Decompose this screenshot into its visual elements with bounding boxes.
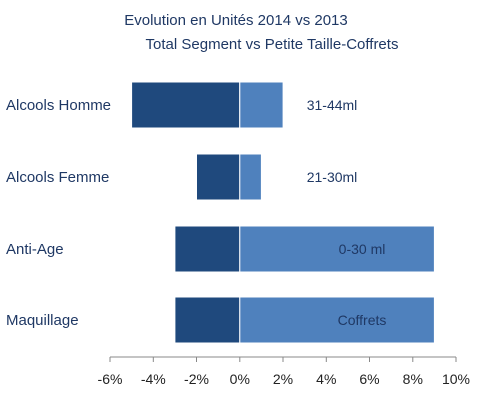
category-label-0: Alcools Homme bbox=[6, 97, 111, 114]
bar-positive-2 bbox=[239, 225, 435, 273]
data-label-0: 31-44ml bbox=[307, 97, 358, 113]
bar-positive-3 bbox=[239, 296, 435, 344]
bar-negative-0 bbox=[131, 81, 241, 129]
bar-negative-1 bbox=[196, 153, 241, 201]
data-label-3: Coffrets bbox=[338, 312, 387, 328]
x-tick-label-1: -4% bbox=[141, 371, 166, 387]
x-tick-label-5: 4% bbox=[316, 371, 336, 387]
x-tick-label-0: -6% bbox=[98, 371, 123, 387]
category-label-1: Alcools Femme bbox=[6, 169, 109, 186]
x-tick-label-3: 0% bbox=[230, 371, 250, 387]
category-label-2: Anti-Age bbox=[6, 241, 64, 258]
chart-title: Evolution en Unités 2014 vs 2013 bbox=[124, 12, 347, 29]
x-tick-label-7: 8% bbox=[403, 371, 423, 387]
data-label-2: 0-30 ml bbox=[339, 241, 386, 257]
data-label-1: 21-30ml bbox=[307, 169, 358, 185]
chart-subtitle: Total Segment vs Petite Taille-Coffrets bbox=[146, 36, 399, 53]
x-tick-label-8: 10% bbox=[442, 371, 470, 387]
x-axis-ticks: -6% -4% -2% 0% 2% 4% 6% 8% 10% bbox=[98, 357, 470, 387]
category-labels: Alcools Homme Alcools Femme Anti-Age Maquil… bbox=[6, 97, 111, 329]
bar-positive-1 bbox=[239, 153, 262, 201]
x-tick-label-2: -2% bbox=[184, 371, 209, 387]
bars bbox=[131, 81, 435, 344]
data-labels: 31-44ml 21-30ml 0-30 ml Coffrets bbox=[307, 97, 387, 328]
category-label-3: Maquillage bbox=[6, 312, 79, 329]
bar-negative-2 bbox=[174, 225, 241, 273]
x-tick-label-4: 2% bbox=[273, 371, 293, 387]
x-tick-label-6: 6% bbox=[359, 371, 379, 387]
bar-negative-3 bbox=[174, 296, 241, 344]
bar-positive-0 bbox=[239, 81, 284, 129]
